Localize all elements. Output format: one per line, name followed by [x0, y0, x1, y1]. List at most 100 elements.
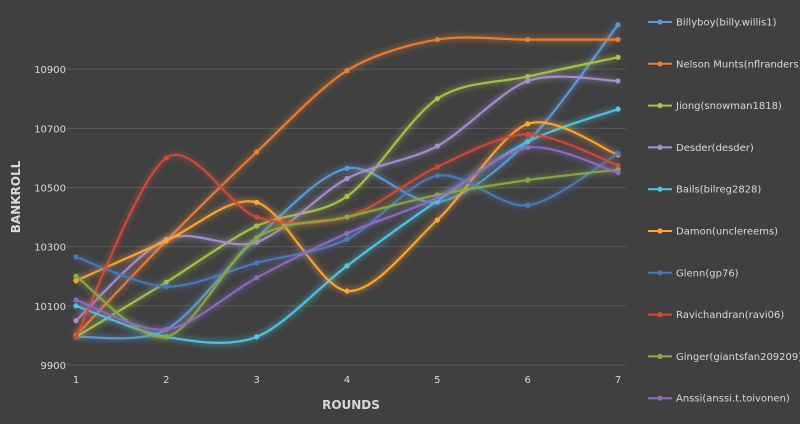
legend-item: Damon(unclereems) [648, 227, 778, 238]
legend-item: Ravichandran(ravi06) [648, 310, 784, 321]
x-tick-label: 2 [163, 375, 169, 386]
series-3 [73, 54, 621, 340]
data-point [254, 214, 260, 220]
legend-item: Ginger(giantsfan209209) [648, 352, 800, 363]
data-point [525, 202, 531, 208]
series-10 [73, 144, 621, 333]
data-point [434, 96, 440, 102]
legend-label: Anssi(anssi.t.toivonen) [676, 394, 790, 405]
x-tick-label: 7 [615, 375, 621, 386]
legend-label: Nelson Munts(nflranders) [676, 59, 800, 70]
data-point [254, 149, 260, 155]
x-tick-label: 1 [73, 375, 79, 386]
data-point [344, 193, 350, 199]
data-point [434, 217, 440, 223]
legend-item: Bails(bilreg2828) [648, 185, 761, 196]
data-point [615, 78, 621, 84]
data-point [73, 303, 79, 309]
data-point [344, 288, 350, 294]
data-point [344, 165, 350, 171]
y-tick-label: 10500 [34, 184, 66, 195]
data-point [434, 143, 440, 149]
data-point [434, 36, 440, 43]
legend-label: Ginger(giantsfan209209) [676, 352, 800, 363]
legend: Billyboy(billy.willis1) Nelson Munts(nflr… [648, 18, 800, 405]
x-axis-ticks: 1 2 3 4 5 6 7 [73, 375, 621, 386]
legend-item: Glenn(gp76) [648, 268, 739, 279]
data-point [615, 106, 621, 112]
legend-marker [657, 395, 663, 401]
legend-label: Billyboy(billy.willis1) [676, 18, 777, 29]
data-point [163, 284, 169, 290]
data-point [163, 238, 169, 244]
series-5 [73, 106, 621, 344]
x-tick-label: 6 [524, 375, 530, 386]
legend-label: Jiong(snowman1818) [675, 101, 782, 112]
data-point [615, 150, 621, 157]
data-point [344, 176, 350, 182]
legend-label: Ravichandran(ravi06) [676, 310, 784, 321]
data-point [163, 326, 169, 333]
y-tick-label: 10900 [34, 65, 66, 76]
x-tick-label: 5 [434, 375, 440, 386]
data-point [254, 275, 260, 281]
data-point [525, 139, 531, 145]
data-point [615, 170, 621, 176]
legend-label: Bails(bilreg2828) [676, 185, 761, 196]
series-7 [73, 150, 621, 290]
legend-marker [657, 144, 663, 150]
data-point [615, 22, 621, 28]
data-point [615, 54, 621, 60]
data-point [254, 199, 260, 205]
x-tick-label: 4 [344, 375, 350, 386]
data-point [73, 334, 79, 340]
legend-item: Jiong(snowman1818) [648, 101, 782, 112]
data-point [73, 273, 79, 279]
data-point [434, 195, 440, 201]
legend-item: Nelson Munts(nflranders) [648, 59, 800, 70]
data-point [525, 131, 531, 137]
legend-marker [657, 61, 663, 67]
legend-marker [657, 186, 663, 192]
series-lines [73, 22, 621, 344]
data-point [525, 177, 531, 183]
legend-marker [657, 270, 663, 276]
y-tick-label: 10300 [34, 243, 66, 254]
x-tick-label: 3 [253, 375, 259, 386]
data-point [254, 223, 260, 229]
data-point [73, 254, 79, 260]
data-point [344, 263, 350, 269]
data-point [163, 334, 169, 340]
legend-marker [657, 353, 663, 359]
data-point [163, 155, 169, 161]
data-point [254, 239, 260, 245]
legend-item: Billyboy(billy.willis1) [648, 18, 777, 29]
y-tick-label: 10100 [34, 302, 66, 313]
legend-marker [657, 312, 663, 318]
data-point [615, 162, 621, 168]
data-point [254, 334, 260, 340]
data-point [525, 121, 531, 127]
data-point [525, 73, 531, 80]
legend-item: Desder(desder) [648, 143, 754, 154]
data-point [344, 214, 350, 220]
data-point [73, 297, 79, 303]
data-point [525, 36, 531, 43]
legend-marker [657, 228, 663, 234]
data-point [434, 164, 440, 170]
legend-label: Desder(desder) [676, 143, 754, 154]
data-point [254, 260, 260, 266]
data-point [615, 36, 621, 43]
data-point [163, 279, 169, 285]
legend-marker [657, 19, 663, 25]
y-axis-ticks: 9900 10100 10300 10500 10700 10900 [34, 65, 66, 372]
data-point [254, 235, 260, 241]
data-point [344, 230, 350, 236]
legend-marker [657, 103, 663, 109]
legend-label: Damon(unclereems) [676, 227, 778, 238]
data-point [525, 144, 531, 151]
y-tick-label: 9900 [41, 361, 66, 372]
series-line [75, 108, 619, 344]
